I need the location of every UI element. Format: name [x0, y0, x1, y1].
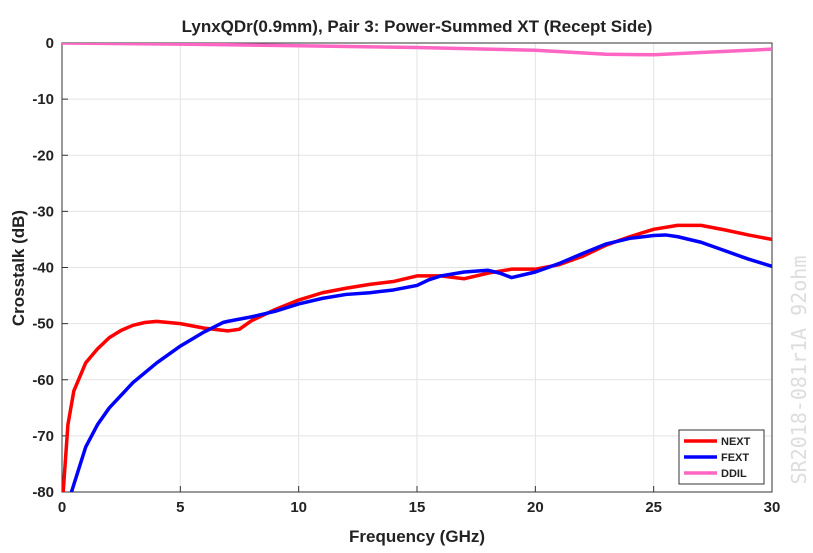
x-tick-label: 30 [764, 499, 781, 516]
y-tick-label: 0 [46, 35, 54, 52]
series-line [69, 233, 772, 492]
y-tick-label: -40 [32, 260, 54, 277]
x-tick-label: 20 [527, 499, 544, 516]
plot-lines [62, 43, 772, 492]
y-tick-label: -70 [32, 428, 54, 445]
y-tick-label: -10 [32, 91, 54, 108]
legend-label: NEXT [721, 436, 751, 448]
y-axis-label: Crosstalk (dB) [9, 210, 28, 326]
watermark: SR2018-081r1A 92ohm [787, 256, 811, 485]
y-tick-label: -80 [32, 484, 54, 501]
x-tick-label: 0 [58, 499, 66, 516]
y-tick-label: -60 [32, 372, 54, 389]
series-line [62, 43, 772, 57]
x-tick-label: 25 [645, 499, 662, 516]
y-tick-label: -30 [32, 203, 54, 220]
x-tick-label: 5 [176, 499, 184, 516]
x-tick-label: 15 [409, 499, 426, 516]
plot-frame [61, 42, 773, 493]
legend-label: FEXT [721, 452, 749, 464]
x-axis-label: Frequency (GHz) [349, 527, 485, 546]
y-tick-label: -20 [32, 147, 54, 164]
y-tick-label: -50 [32, 316, 54, 333]
x-tick-label: 10 [290, 499, 307, 516]
chart-title: LynxQDr(0.9mm), Pair 3: Power-Summed XT … [182, 17, 653, 36]
legend-label: DDIL [721, 468, 747, 480]
